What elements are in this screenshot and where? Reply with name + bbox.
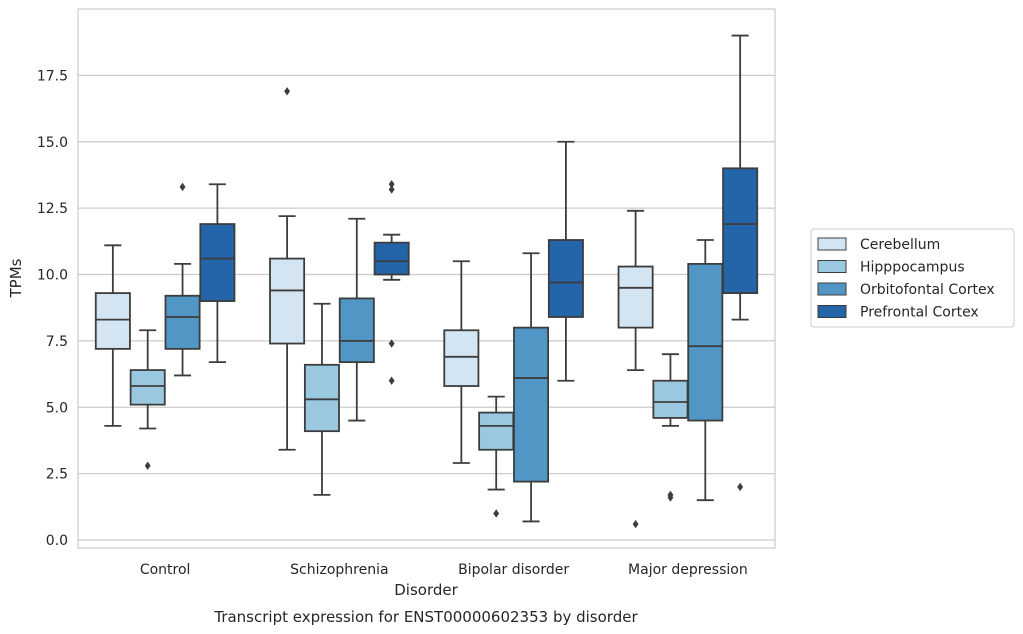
box-series bbox=[94, 34, 759, 529]
plot-area-frame bbox=[77, 8, 776, 549]
outlier-point bbox=[737, 482, 744, 492]
box-iqr bbox=[652, 379, 689, 419]
box-bipolar-disorder bbox=[478, 395, 515, 518]
legend-entry: Orbitofontal Cortex bbox=[817, 282, 995, 298]
outlier-point bbox=[632, 519, 639, 529]
legend-label: Prefrontal Cortex bbox=[860, 305, 979, 321]
series-cerebellum bbox=[94, 87, 654, 529]
box-bipolar-disorder bbox=[443, 260, 480, 464]
outlier-point bbox=[388, 376, 395, 385]
box-schizophrenia bbox=[269, 87, 306, 451]
box-iqr bbox=[303, 363, 340, 433]
series-orbitofontal-cortex bbox=[164, 182, 724, 523]
box-schizophrenia bbox=[303, 302, 340, 496]
box-iqr bbox=[722, 167, 759, 295]
outlier-point bbox=[179, 182, 186, 192]
x-tick-label: Bipolar disorder bbox=[458, 562, 569, 578]
box-iqr bbox=[164, 294, 201, 350]
y-tick-label: 15.0 bbox=[37, 135, 68, 151]
y-tick-labels: 0.0 2.5 5.0 7.5 10.0 12.5 15.0 17.5 bbox=[37, 68, 68, 549]
y-tick-label: 0.0 bbox=[46, 533, 68, 549]
outlier-point bbox=[388, 185, 395, 194]
box-iqr bbox=[373, 241, 410, 276]
box-schizophrenia bbox=[373, 180, 410, 385]
box-major-depression bbox=[722, 34, 759, 492]
box-iqr bbox=[478, 411, 515, 451]
x-tick-label: Major depression bbox=[628, 562, 748, 578]
legend-frame bbox=[810, 228, 1015, 328]
box-iqr bbox=[129, 369, 166, 406]
y-axis-label: TPMs bbox=[7, 258, 25, 298]
box-iqr bbox=[94, 292, 131, 350]
x-axis-label: Disorder bbox=[394, 581, 458, 599]
box-iqr bbox=[199, 223, 236, 302]
y-tick-label: 2.5 bbox=[46, 467, 68, 483]
chart-caption: Transcript expression for ENST0000060235… bbox=[213, 608, 638, 626]
outlier-point bbox=[388, 180, 395, 189]
box-iqr bbox=[617, 265, 654, 329]
box-major-depression bbox=[652, 353, 689, 502]
box-iqr bbox=[687, 262, 724, 422]
legend-entry: Hipppocampus bbox=[817, 260, 965, 276]
box-control bbox=[94, 244, 131, 427]
box-bipolar-disorder bbox=[513, 252, 550, 523]
box-control bbox=[199, 183, 236, 364]
outlier-point bbox=[284, 87, 291, 96]
legend-label: Cerebellum bbox=[860, 237, 940, 253]
outlier-point bbox=[388, 339, 395, 348]
x-tick-label: Control bbox=[140, 562, 191, 578]
outlier-point bbox=[144, 461, 151, 470]
outlier-point bbox=[667, 493, 674, 502]
box-iqr bbox=[547, 239, 584, 318]
legend-label: Orbitofontal Cortex bbox=[860, 282, 995, 298]
legend-entry: Prefrontal Cortex bbox=[817, 305, 979, 321]
legend: Cerebellum Hipppocampus Orbitofontal Corte… bbox=[810, 228, 1015, 328]
legend-swatch bbox=[817, 282, 847, 296]
y-tick-label: 5.0 bbox=[46, 400, 68, 416]
box-bipolar-disorder bbox=[547, 140, 584, 382]
legend-label: Hipppocampus bbox=[860, 260, 965, 276]
box-control bbox=[129, 329, 166, 470]
outlier-point bbox=[493, 509, 500, 518]
box-iqr bbox=[443, 329, 480, 387]
y-tick-label: 7.5 bbox=[46, 334, 68, 350]
box-major-depression bbox=[687, 239, 724, 502]
box-iqr bbox=[338, 297, 375, 364]
legend-swatch bbox=[817, 260, 847, 273]
box-iqr bbox=[513, 326, 550, 483]
legend-entry: Cerebellum bbox=[817, 237, 940, 253]
y-tick-label: 12.5 bbox=[37, 201, 68, 217]
box-schizophrenia bbox=[338, 217, 375, 422]
x-tick-labels: Control Schizophrenia Bipolar disorder Majo… bbox=[140, 562, 748, 578]
x-tick-label: Schizophrenia bbox=[290, 562, 388, 578]
box-control bbox=[164, 182, 201, 377]
series-prefrontal-cortex bbox=[199, 34, 759, 492]
series-hipppocampus bbox=[129, 302, 689, 518]
box-major-depression bbox=[617, 209, 654, 529]
legend-swatch bbox=[817, 305, 847, 318]
y-tick-label: 10.0 bbox=[37, 268, 68, 284]
y-tick-label: 17.5 bbox=[37, 68, 68, 84]
box-iqr bbox=[269, 257, 306, 345]
legend-swatch bbox=[817, 237, 847, 251]
